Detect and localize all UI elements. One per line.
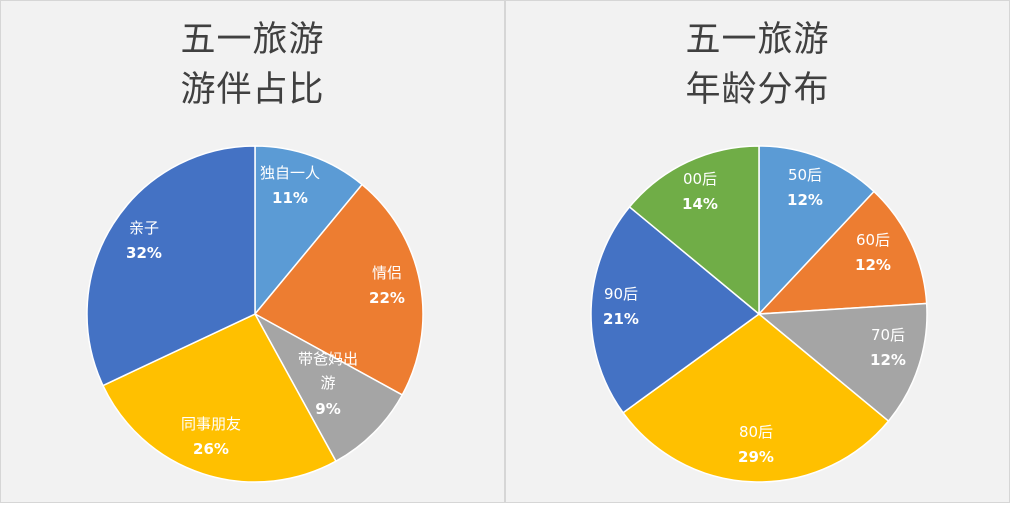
- pie-slice-0: [254, 145, 364, 317]
- slice-percent-4: 21%: [603, 310, 639, 328]
- pie-chart-companions: 独自一人 11% 情侣 22% 带爸妈出游 9% 同事朋友 26% 亲子 32%: [86, 145, 424, 483]
- slice-percent-1: 12%: [855, 256, 891, 274]
- pie-slice-3: [101, 313, 337, 483]
- slice-label-0: 50后: [788, 166, 822, 184]
- chart-title-line-2: 游伴占比: [180, 70, 325, 110]
- slice-label-0: 独自一人: [260, 164, 320, 182]
- chart-title-line-1: 五一旅游: [180, 20, 325, 60]
- pie-slice-3: [622, 313, 890, 483]
- slice-percent-2: 9%: [315, 400, 340, 418]
- pie-panel-companions: 五一旅游 游伴占比 独自一人 11% 情侣 22% 带爸妈出游 9% 同事朋友 26% 亲子 32…: [0, 0, 505, 503]
- pie-slice-1: [757, 190, 928, 315]
- slice-label-2: 带爸妈出游: [298, 350, 358, 392]
- slice-percent-5: 14%: [682, 195, 718, 213]
- slice-label-3: 80后: [739, 423, 773, 441]
- chart-title: 五一旅游 年龄分布: [506, 15, 1009, 115]
- pie-slice-0: [758, 145, 876, 316]
- slice-label-5: 00后: [683, 170, 717, 188]
- slice-label-4: 亲子: [129, 219, 159, 237]
- chart-title: 五一旅游 游伴占比: [1, 15, 504, 115]
- pie-slice-4: [86, 145, 256, 387]
- pie-slice-5: [628, 145, 760, 316]
- chart-title-line-2: 年龄分布: [685, 70, 830, 110]
- slice-percent-2: 12%: [870, 351, 906, 369]
- slice-label-4: 90后: [604, 285, 638, 303]
- slice-label-1: 情侣: [372, 264, 402, 282]
- pie-slice-4: [590, 205, 761, 414]
- slice-percent-4: 32%: [126, 244, 162, 262]
- pie-chart-age: 50后 12% 60后 12% 70后 12% 80后 29% 90后 21% 00后 14%: [590, 145, 928, 483]
- slice-percent-0: 12%: [787, 191, 823, 209]
- slice-label-2: 70后: [871, 326, 905, 344]
- slice-percent-3: 29%: [738, 448, 774, 466]
- slice-percent-3: 26%: [193, 440, 229, 458]
- pie-slice-2: [757, 302, 928, 423]
- chart-title-line-1: 五一旅游: [685, 20, 830, 60]
- pie-slice-1: [253, 183, 424, 396]
- pie-panel-age: 五一旅游 年龄分布 50后 12% 60后 12% 70后 12% 80后 29% 90后 21%…: [505, 0, 1010, 503]
- slice-label-1: 60后: [856, 231, 890, 249]
- slice-percent-0: 11%: [272, 189, 308, 207]
- slice-percent-1: 22%: [369, 289, 405, 307]
- pie-slice-2: [253, 312, 404, 463]
- slice-label-3: 同事朋友: [181, 415, 241, 433]
